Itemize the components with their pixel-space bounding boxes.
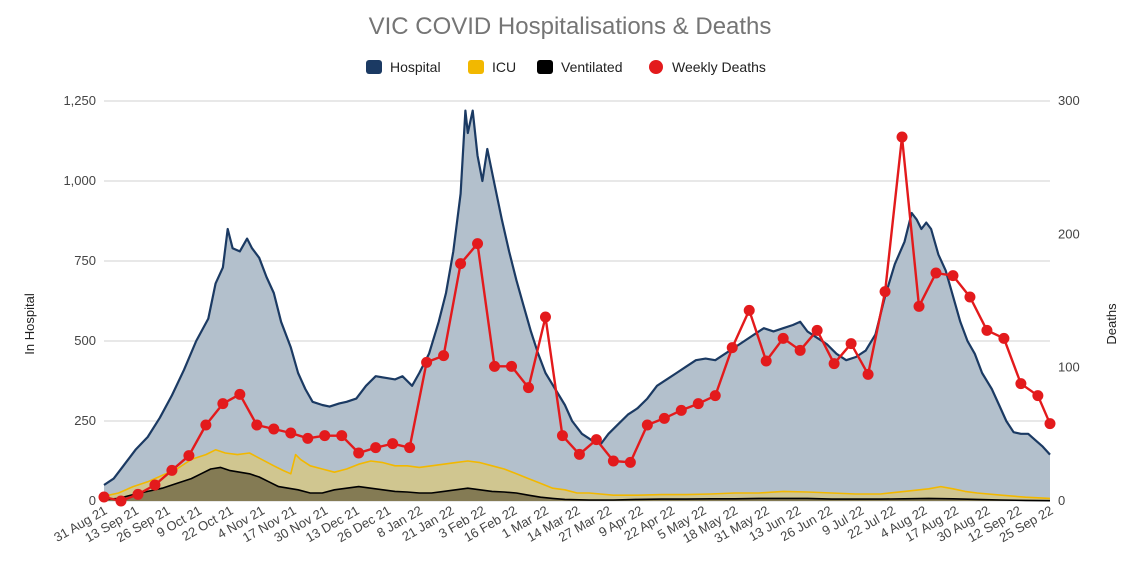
weekly-deaths-point [794, 344, 806, 356]
legend-swatch-deaths [649, 60, 663, 74]
y-axis-right: 0 100 200 300 [1058, 93, 1080, 508]
weekly-deaths-point [251, 419, 263, 431]
y-axis-left: 0 250 500 750 1,000 1,250 [63, 93, 96, 508]
weekly-deaths-point [115, 495, 127, 507]
weekly-deaths-point [964, 291, 976, 303]
y-left-tick-label: 1,250 [63, 93, 96, 108]
weekly-deaths-point [387, 438, 399, 450]
weekly-deaths-point [607, 455, 619, 467]
y-left-tick-label: 0 [89, 493, 96, 508]
weekly-deaths-point [998, 332, 1010, 344]
y-right-tick-label: 100 [1058, 360, 1080, 375]
weekly-deaths-point [828, 358, 840, 370]
weekly-deaths-point [455, 258, 467, 270]
weekly-deaths-point [183, 450, 195, 462]
weekly-deaths-point [862, 368, 874, 380]
y-left-tick-label: 750 [74, 253, 96, 268]
weekly-deaths-point [149, 479, 161, 491]
y-right-tick-label: 200 [1058, 226, 1080, 241]
y-left-tick-label: 250 [74, 413, 96, 428]
weekly-deaths-point [1015, 378, 1027, 390]
weekly-deaths-point [845, 338, 857, 350]
y-right-tick-label: 300 [1058, 93, 1080, 108]
weekly-deaths-point [234, 388, 246, 400]
weekly-deaths-point [947, 270, 959, 282]
weekly-deaths-point [472, 238, 484, 250]
line-ventilated [103, 466, 1051, 502]
legend: Hospital ICU Ventilated Weekly Deaths [366, 59, 766, 75]
chart-title: VIC COVID Hospitalisations & Deaths [369, 13, 772, 40]
y-axis-left-title: In Hospital [22, 293, 37, 355]
weekly-deaths-point [692, 398, 704, 410]
weekly-deaths-point [641, 419, 653, 431]
weekly-deaths-point [896, 131, 908, 143]
weekly-deaths-point [522, 382, 534, 394]
weekly-deaths-point [319, 430, 331, 442]
weekly-deaths-point [404, 442, 416, 454]
line-series [98, 131, 1056, 507]
weekly-deaths-point [658, 412, 670, 424]
weekly-deaths-point [336, 430, 348, 442]
weekly-deaths-point [98, 491, 110, 503]
weekly-deaths-point [573, 448, 585, 460]
weekly-deaths-point [709, 390, 721, 402]
weekly-deaths-point [217, 398, 229, 410]
weekly-deaths-point [811, 324, 823, 336]
weekly-deaths-point [302, 432, 314, 444]
weekly-deaths-point [353, 447, 365, 459]
y-left-tick-label: 500 [74, 333, 96, 348]
legend-swatch [468, 60, 484, 74]
weekly-deaths-point [1032, 390, 1044, 402]
weekly-deaths-point [506, 360, 518, 372]
legend-label: ICU [492, 59, 516, 75]
area-hospital [104, 110, 1050, 501]
weekly-deaths-point [675, 404, 687, 416]
weekly-deaths-point [981, 324, 993, 336]
weekly-deaths-point [1044, 418, 1056, 430]
weekly-deaths-point [879, 286, 891, 298]
weekly-deaths-point [285, 427, 297, 439]
weekly-deaths-point [556, 430, 568, 442]
weekly-deaths-point [743, 304, 755, 316]
y-right-tick-label: 0 [1058, 493, 1065, 508]
legend-label: Hospital [390, 59, 441, 75]
weekly-deaths-point [268, 423, 280, 435]
area-ventilated [104, 467, 1050, 501]
weekly-deaths-point [726, 342, 738, 354]
legend-label: Weekly Deaths [672, 59, 766, 75]
legend-swatch [366, 60, 382, 74]
y-left-tick-label: 1,000 [63, 173, 96, 188]
weekly-deaths-point [777, 332, 789, 344]
weekly-deaths-point [421, 356, 433, 368]
line-icu [103, 449, 1051, 500]
weekly-deaths-point [370, 442, 382, 454]
weekly-deaths-point [438, 350, 450, 362]
line-hospital [103, 109, 1051, 486]
weekly-deaths-point [624, 456, 636, 468]
weekly-deaths-point [590, 434, 602, 446]
weekly-deaths-point [166, 464, 178, 476]
legend-swatch [537, 60, 553, 74]
y-axis-right-title: Deaths [1104, 303, 1119, 345]
weekly-deaths-point [539, 311, 551, 323]
weekly-deaths-point [913, 300, 925, 312]
weekly-deaths-point [132, 488, 144, 500]
weekly-deaths-point [760, 355, 772, 367]
area-series [103, 109, 1051, 502]
legend-label: Ventilated [561, 59, 623, 75]
weekly-deaths-point [200, 419, 212, 431]
weekly-deaths-point [489, 360, 501, 372]
weekly-deaths-point [930, 267, 942, 279]
